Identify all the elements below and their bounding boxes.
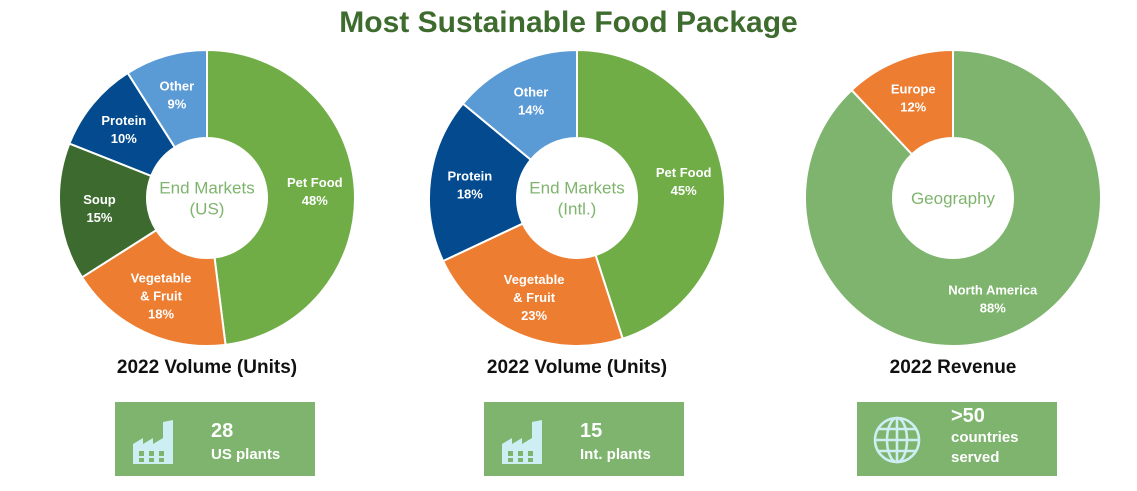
globe-icon xyxy=(873,416,921,464)
countries-card: >50 countries served xyxy=(857,402,1057,476)
pie-slice-vegetable-fruit xyxy=(80,228,227,347)
us-plants-card: 28 US plants xyxy=(115,402,315,476)
pie-slice-north-america xyxy=(804,48,1102,347)
center-label: End Markets xyxy=(159,179,254,198)
slice-label-protein: Protein xyxy=(447,168,492,183)
pie-slice-europe xyxy=(850,48,954,156)
chart-title-intl: 2022 Volume (Units) xyxy=(486,357,668,378)
slice-label-other: Other xyxy=(514,84,549,99)
pie-slice-other xyxy=(461,48,578,162)
slice-label-protein: Protein xyxy=(101,113,146,128)
slice-value-soup: 15% xyxy=(86,210,112,225)
donut-chart-intl: Pet Food 45% Vegetable & Fruit 23% Protein 18%… xyxy=(427,48,727,348)
slice-value-europe: 12% xyxy=(900,100,926,115)
slice-label-north-america: North America xyxy=(948,282,1038,297)
slice-value-other: 14% xyxy=(518,102,544,117)
slice-label-vegetable-fruit: Vegetable xyxy=(131,271,192,286)
donut-svg-us: Pet Food 48% Vegetable & Fruit 18% Soup 15% Pro… xyxy=(58,48,356,347)
slice-value-pet-food: 45% xyxy=(671,183,697,198)
slice-value-other: 9% xyxy=(167,96,186,111)
center-label: (Intl.) xyxy=(558,200,597,219)
intl-plants-number: 15 xyxy=(580,420,603,442)
slice-label-vegetable-fruit: Vegetable xyxy=(504,272,565,287)
center-label: (US) xyxy=(190,200,225,219)
pie-slice-pet-food xyxy=(206,48,356,346)
countries-line-2: served xyxy=(951,449,1000,466)
pie-slice-protein xyxy=(428,102,533,263)
intl-plants-card: 15 Int. plants xyxy=(484,402,684,476)
slice-label-vegetable-fruit: & Fruit xyxy=(140,289,183,304)
countries-line-1: countries xyxy=(951,429,1019,446)
slice-value-pet-food: 48% xyxy=(302,193,328,208)
slice-value-vegetable-fruit: 23% xyxy=(521,308,547,323)
slice-label-soup: Soup xyxy=(83,192,116,207)
factory-icon xyxy=(133,420,173,464)
center-label: End Markets xyxy=(529,179,624,198)
donut-chart-us: Pet Food 48% Vegetable & Fruit 18% Soup 15% Pro… xyxy=(57,48,357,348)
slice-label-vegetable-fruit: & Fruit xyxy=(513,290,556,305)
slice-value-north-america: 88% xyxy=(980,300,1006,315)
center-label: Geography xyxy=(911,189,996,208)
page-title: Most Sustainable Food Package xyxy=(339,6,798,39)
intl-plants-text: Int. plants xyxy=(580,446,651,463)
slice-label-pet-food: Pet Food xyxy=(656,165,712,180)
donut-svg-geography: North America 88% Europe 12% Geography xyxy=(804,48,1102,347)
slice-value-protein: 18% xyxy=(457,186,483,201)
countries-text: >50 countries served xyxy=(951,404,1019,468)
countries-number: >50 xyxy=(951,405,985,427)
chart-title-geography: 2022 Revenue xyxy=(889,357,1017,378)
donut-chart-geography: North America 88% Europe 12% Geography xyxy=(803,48,1103,348)
chart-title-us: 2022 Volume (Units) xyxy=(116,357,298,378)
pie-slice-vegetable-fruit xyxy=(441,222,624,347)
us-plants-text: US plants xyxy=(211,446,281,463)
us-plants-number: 28 xyxy=(211,420,234,442)
slice-label-pet-food: Pet Food xyxy=(287,175,343,190)
pie-slice-soup xyxy=(58,142,158,279)
slice-label-europe: Europe xyxy=(891,82,936,97)
slice-value-vegetable-fruit: 18% xyxy=(148,307,174,322)
slice-value-protein: 10% xyxy=(111,131,137,146)
donut-svg-intl: Pet Food 45% Vegetable & Fruit 23% Protein 18%… xyxy=(428,48,726,347)
pie-slice-other xyxy=(126,48,208,149)
factory-icon xyxy=(502,420,542,464)
slice-label-other: Other xyxy=(160,78,195,93)
pie-slice-pet-food xyxy=(576,48,726,341)
